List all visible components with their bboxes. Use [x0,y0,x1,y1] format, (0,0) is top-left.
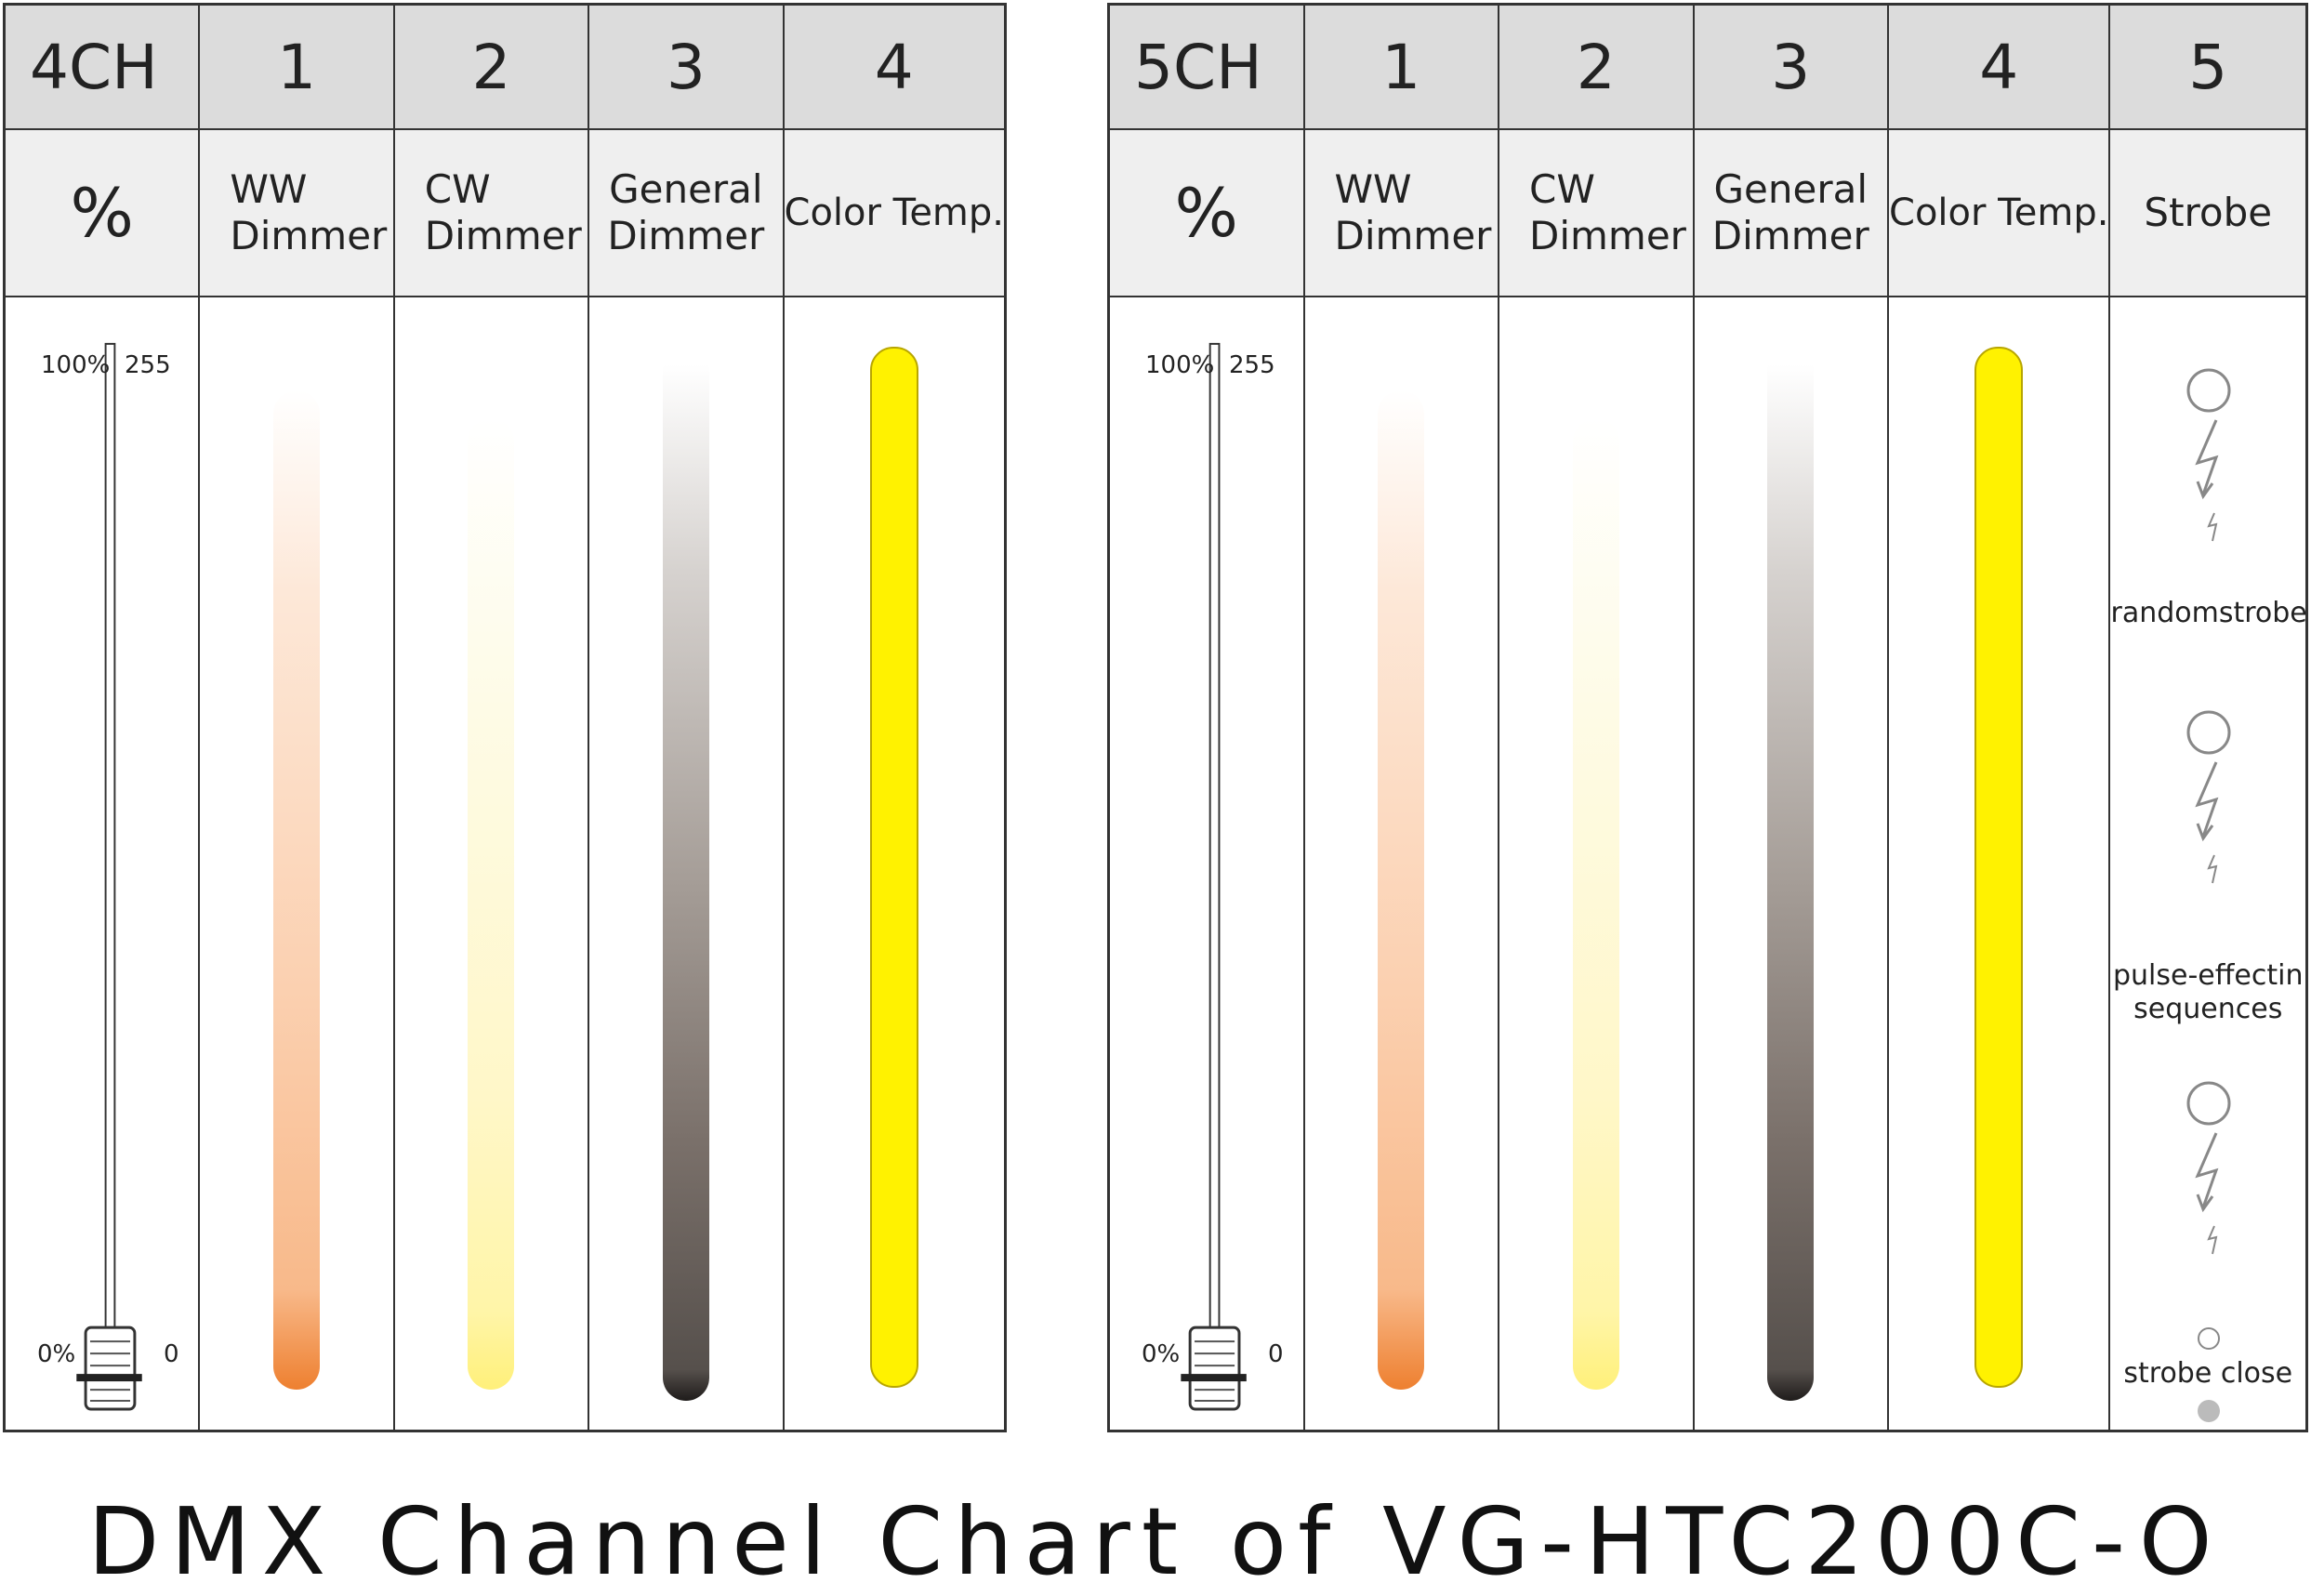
channel-number-2: 2 [1499,6,1695,130]
label-line: General [1713,166,1869,212]
label-line: CW [424,166,491,212]
strobe-label-pulse: pulse-effectin sequences [2110,959,2305,1026]
color-temp-column [785,297,1004,1430]
fader-bottom-percent: 0% [37,1340,76,1368]
label-line: Dimmer [424,213,582,258]
cw-gradient-bar [1572,418,1619,1390]
label-line: strobe [2218,597,2307,629]
fader-top-percent: 100% [41,351,111,379]
strobe-icon-pulse [2186,710,2231,884]
strobe-label-close: strobe close [2110,1357,2305,1391]
percent-label: % [1110,130,1305,297]
channel-function-strobe: Strobe [2110,130,2305,297]
channel-function-cw-dimmer: CW Dimmer [1499,130,1695,297]
channel-mode-header: 5CH [1110,6,1305,130]
label-line: Dimmer [1334,213,1492,258]
channel-number-3: 3 [589,6,785,130]
strobe-column: randomstrobe pulse-effectin sequences st… [2110,297,2307,1430]
channel-function-color-temp: Color Temp. [784,130,1004,297]
channel-number-3: 3 [1694,6,1890,130]
general-gradient-bar [662,364,709,1401]
strobe-label-random: randomstrobe [2110,597,2307,630]
ww-gradient-bar [1378,390,1425,1390]
label-line: Dimmer [1529,213,1686,258]
fader-slider[interactable] [1110,297,1303,1430]
channel-number-2: 2 [394,6,590,130]
cw-dimmer-column [1499,297,1695,1430]
dmx-table-4ch: 4CH 1 2 3 4 % WW Dimmer CW Dimmer General D… [3,3,1007,1432]
label-line: Dimmer [1711,213,1869,258]
label-line: pulse-effect [2112,959,2278,992]
strobe-close-filled-dot [2198,1400,2221,1422]
channel-function-cw-dimmer: CW Dimmer [394,130,590,297]
label-line: Dimmer [230,213,388,258]
general-dimmer-column [1695,297,1890,1430]
ww-dimmer-column [1305,297,1499,1430]
cw-gradient-bar [468,418,515,1390]
general-gradient-bar [1767,364,1815,1401]
channel-number-5: 5 [2110,6,2305,130]
strobe-icon-random [2186,368,2231,542]
channel-function-general-dimmer: General Dimmer [1694,130,1890,297]
fader-bottom-percent: 0% [1142,1340,1181,1368]
label-line: Dimmer [607,213,765,258]
channel-number-1: 1 [200,6,395,130]
strobe-icon-third [2186,1081,2231,1255]
ww-gradient-bar [273,390,321,1390]
channel-mode-header: 4CH [6,6,201,130]
label-line: CW [1529,166,1595,212]
general-dimmer-column [589,297,785,1430]
fader-top-percent: 100% [1145,351,1215,379]
dmx-table-5ch: 5CH 1 2 3 4 5 % WW Dimmer CW Dimmer Genera… [1107,3,2308,1432]
channel-number-4: 4 [784,6,1004,130]
strobe-close-open-circle [2198,1327,2221,1350]
chart-title: DMX Channel Chart of VG-HTC200C-O [87,1487,2224,1596]
color-temp-column [1889,297,2111,1430]
channel-function-ww-dimmer: WW Dimmer [1304,130,1499,297]
fader-bottom-value: 0 [1268,1340,1284,1368]
label-line: in sequences [2133,959,2304,1025]
channel-function-ww-dimmer: WW Dimmer [200,130,395,297]
label-line: WW [1334,166,1412,212]
channel-number-1: 1 [1304,6,1499,130]
channel-function-color-temp: Color Temp. [1889,130,2111,297]
channel-number-4: 4 [1889,6,2111,130]
label-line: WW [230,166,308,212]
fader-slider[interactable] [6,297,198,1430]
fader-top-value: 255 [1229,351,1275,379]
label-line: random [2110,597,2219,629]
ww-dimmer-column [200,297,395,1430]
label-line: General [609,166,763,212]
fader-top-value: 255 [125,351,171,379]
channel-function-general-dimmer: General Dimmer [589,130,785,297]
color-temp-bar [1974,347,2024,1388]
fader-bottom-value: 0 [164,1340,179,1368]
percent-label: % [6,130,201,297]
fader-column: 100% 255 0% 0 [1110,297,1305,1430]
label-line: strobe close [2123,1357,2293,1390]
strobe-icons [2186,368,2231,1422]
color-temp-bar [869,347,918,1388]
fader-column: 100% 255 0% 0 [6,297,201,1430]
cw-dimmer-column [395,297,590,1430]
